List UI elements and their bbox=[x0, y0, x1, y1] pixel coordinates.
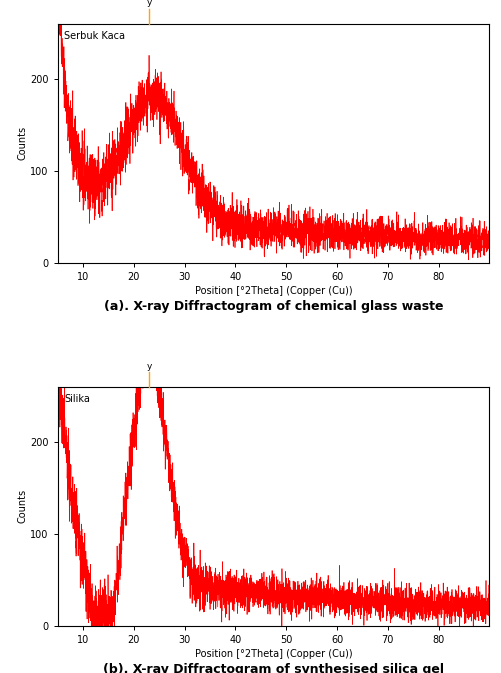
Text: Serbuk Kaca: Serbuk Kaca bbox=[64, 31, 125, 41]
X-axis label: Position [°2Theta] (Copper (Cu)): Position [°2Theta] (Copper (Cu)) bbox=[194, 649, 352, 659]
Text: (a). X-ray Diffractogram of chemical glass waste: (a). X-ray Diffractogram of chemical gla… bbox=[104, 299, 442, 312]
Y-axis label: Counts: Counts bbox=[18, 489, 28, 524]
Text: y: y bbox=[146, 0, 151, 7]
X-axis label: Position [°2Theta] (Copper (Cu)): Position [°2Theta] (Copper (Cu)) bbox=[194, 286, 352, 295]
Y-axis label: Counts: Counts bbox=[18, 126, 28, 160]
Text: Silika: Silika bbox=[64, 394, 90, 404]
Text: y: y bbox=[146, 361, 151, 371]
Text: (b). X-ray Diffractogram of synthesised silica gel: (b). X-ray Diffractogram of synthesised … bbox=[103, 663, 443, 673]
